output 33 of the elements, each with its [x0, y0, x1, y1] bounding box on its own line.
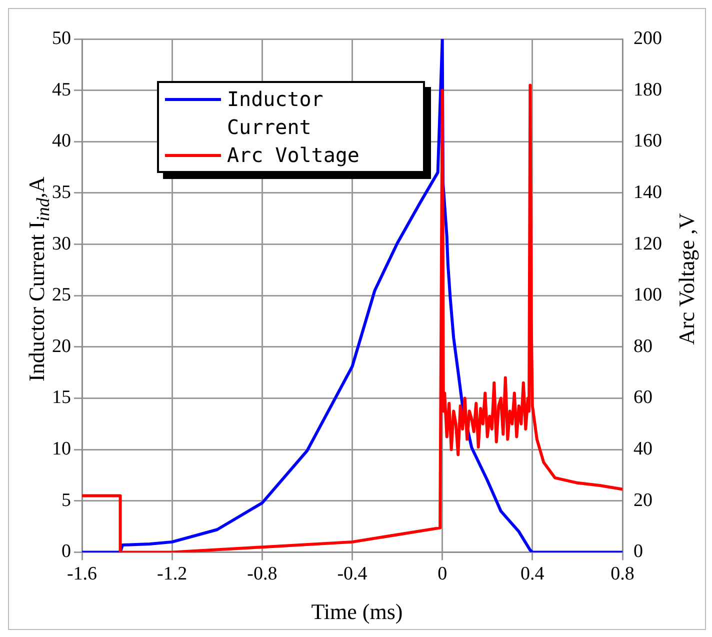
y-tick-label: 0: [62, 541, 71, 562]
y-tick-label: 35: [52, 182, 71, 203]
y2-tick-label: 40: [634, 438, 652, 460]
x-tick-label: -0.4: [337, 564, 368, 585]
y2-tick-label: 100: [634, 284, 662, 306]
y2-axis-title: Arc Voltage ,V: [674, 213, 700, 345]
y-tick-label: 45: [52, 79, 71, 100]
y2-tick-label: 160: [634, 130, 662, 152]
y-tick-label: 50: [52, 28, 71, 49]
y2-tick-label: 140: [634, 182, 662, 203]
y-tick-label: 40: [52, 130, 71, 152]
y2-tick-label: 200: [634, 28, 662, 49]
x-axis-title: Time (ms): [310, 599, 404, 625]
y2-tick-label: 120: [634, 233, 662, 254]
y-tick-label: 10: [52, 438, 71, 460]
y2-tick-label: 0: [634, 541, 643, 562]
legend-label: Inductor Current: [227, 86, 324, 141]
x-tick-label: -1.6: [66, 564, 98, 585]
x-tick-label: 0.4: [520, 564, 545, 585]
x-tick-label: 0.8: [610, 564, 634, 585]
x-tick-label: -1.2: [157, 564, 188, 585]
x-tick-label: 0: [438, 564, 448, 585]
y-tick-label: 15: [52, 387, 71, 408]
y-tick-label: 30: [52, 233, 71, 254]
y-tick-label: 25: [52, 284, 71, 306]
y-tick-label: 20: [52, 336, 71, 357]
y2-tick-label: 180: [634, 79, 662, 100]
x-tick-label: -0.8: [247, 564, 278, 585]
legend-label: Arc Voltage: [227, 142, 360, 169]
y2-tick-label: 80: [634, 336, 652, 357]
y2-tick-label: 20: [634, 490, 652, 511]
y2-tick-label: 60: [634, 387, 652, 408]
y-tick-label: 5: [62, 490, 71, 511]
